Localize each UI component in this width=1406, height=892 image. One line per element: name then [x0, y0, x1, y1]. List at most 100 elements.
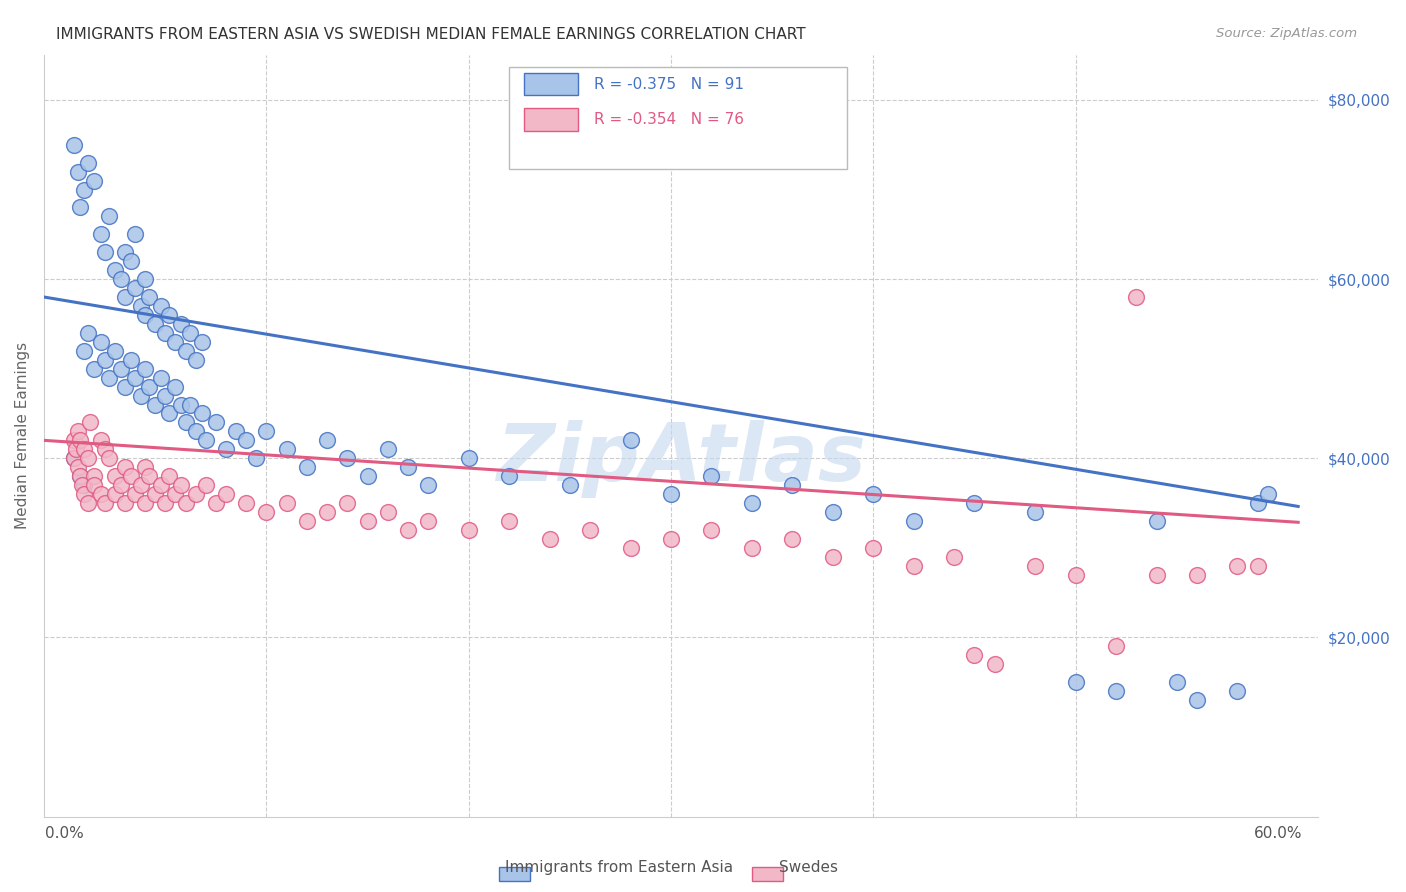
- Point: [1105, 640, 1128, 654]
- Point: [235, 434, 257, 448]
- Point: [377, 442, 399, 457]
- Point: [157, 407, 180, 421]
- Point: [83, 173, 105, 187]
- Bar: [524, 72, 578, 95]
- Point: [1064, 567, 1087, 582]
- Point: [245, 451, 267, 466]
- Point: [174, 343, 197, 358]
- Text: Swedes: Swedes: [779, 861, 838, 875]
- FancyBboxPatch shape: [509, 67, 846, 169]
- Point: [862, 541, 884, 555]
- Point: [316, 505, 339, 519]
- Point: [254, 505, 277, 519]
- Point: [97, 451, 120, 466]
- Point: [63, 451, 86, 466]
- Point: [619, 434, 641, 448]
- Point: [73, 343, 96, 358]
- Point: [821, 549, 844, 564]
- Point: [124, 281, 146, 295]
- Point: [418, 514, 440, 528]
- Point: [1024, 505, 1046, 519]
- Point: [124, 370, 146, 384]
- Point: [138, 469, 160, 483]
- Point: [336, 451, 359, 466]
- Point: [79, 416, 101, 430]
- Point: [93, 442, 115, 457]
- Point: [143, 317, 166, 331]
- Point: [498, 469, 520, 483]
- Point: [396, 460, 419, 475]
- Point: [558, 478, 581, 492]
- Point: [1105, 684, 1128, 698]
- Point: [235, 496, 257, 510]
- Point: [700, 523, 723, 537]
- Point: [205, 416, 228, 430]
- Point: [124, 487, 146, 501]
- Point: [67, 425, 90, 439]
- Point: [1247, 496, 1270, 510]
- Point: [67, 460, 90, 475]
- Point: [254, 425, 277, 439]
- Point: [179, 397, 201, 411]
- Point: [356, 469, 378, 483]
- Text: ZipAtlas: ZipAtlas: [496, 420, 866, 498]
- Point: [1257, 487, 1279, 501]
- Point: [63, 137, 86, 152]
- Point: [73, 487, 96, 501]
- Point: [659, 487, 682, 501]
- Point: [77, 155, 100, 169]
- Point: [170, 478, 193, 492]
- Point: [63, 451, 86, 466]
- Point: [396, 523, 419, 537]
- Point: [73, 442, 96, 457]
- Point: [143, 487, 166, 501]
- Point: [129, 478, 152, 492]
- Point: [155, 496, 177, 510]
- Point: [155, 388, 177, 402]
- Point: [579, 523, 602, 537]
- Point: [114, 379, 136, 393]
- Point: [150, 299, 173, 313]
- Point: [295, 514, 318, 528]
- Point: [134, 496, 156, 510]
- Point: [190, 407, 212, 421]
- Point: [104, 469, 127, 483]
- Point: [129, 299, 152, 313]
- Point: [69, 469, 91, 483]
- Point: [205, 496, 228, 510]
- Point: [129, 388, 152, 402]
- Point: [215, 442, 238, 457]
- Point: [69, 469, 91, 483]
- Point: [150, 370, 173, 384]
- Point: [659, 532, 682, 546]
- Point: [77, 451, 100, 466]
- Point: [124, 227, 146, 242]
- Point: [157, 469, 180, 483]
- Point: [73, 478, 96, 492]
- Point: [90, 434, 112, 448]
- Point: [97, 210, 120, 224]
- Point: [77, 496, 100, 510]
- Point: [110, 272, 132, 286]
- Point: [83, 478, 105, 492]
- Point: [65, 442, 87, 457]
- Point: [1064, 675, 1087, 690]
- Point: [1226, 684, 1249, 698]
- Point: [155, 326, 177, 340]
- Point: [170, 317, 193, 331]
- Point: [1185, 693, 1208, 707]
- Point: [498, 514, 520, 528]
- Point: [114, 290, 136, 304]
- Point: [138, 290, 160, 304]
- Point: [114, 245, 136, 260]
- Point: [77, 326, 100, 340]
- Point: [104, 487, 127, 501]
- Point: [782, 532, 804, 546]
- Point: [862, 487, 884, 501]
- Point: [184, 487, 207, 501]
- Text: Source: ZipAtlas.com: Source: ZipAtlas.com: [1216, 27, 1357, 40]
- Text: Immigrants from Eastern Asia: Immigrants from Eastern Asia: [505, 861, 733, 875]
- Point: [184, 425, 207, 439]
- Text: IMMIGRANTS FROM EASTERN ASIA VS SWEDISH MEDIAN FEMALE EARNINGS CORRELATION CHART: IMMIGRANTS FROM EASTERN ASIA VS SWEDISH …: [56, 27, 806, 42]
- Point: [295, 460, 318, 475]
